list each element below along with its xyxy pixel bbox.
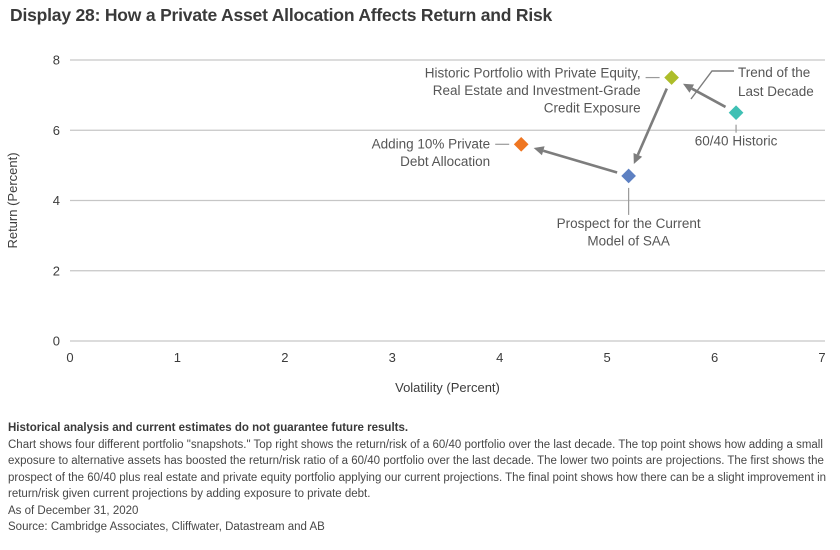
y-tick-label: 6 — [53, 123, 60, 138]
trend-arrow-head — [533, 146, 545, 156]
point-label: 60/40 Historic — [695, 134, 778, 149]
callout-label: Last Decade — [738, 84, 814, 99]
data-point-prospect-current-saa — [617, 165, 640, 187]
page-title: Display 28: How a Private Asset Allocati… — [10, 5, 553, 25]
x-tick-label: 3 — [389, 350, 396, 365]
data-point-historic-private-portfolio — [660, 66, 683, 89]
point-label: Debt Allocation — [400, 154, 490, 169]
x-tick-label: 1 — [174, 350, 181, 365]
trend-arrow-shaft — [542, 149, 618, 174]
callout-leader-line — [690, 70, 734, 100]
point-label: Historic Portfolio with Private Equity, — [425, 66, 641, 81]
footnotes: Historical analysis and current estimate… — [8, 420, 835, 536]
x-tick-label: 2 — [281, 350, 288, 365]
y-axis-title: Return (Percent) — [5, 152, 20, 248]
trend-arrow-head — [683, 83, 695, 93]
point-label: Credit Exposure — [544, 101, 641, 116]
point-label: Real Estate and Investment-Grade — [433, 83, 641, 98]
y-tick-label: 0 — [53, 334, 60, 349]
y-tick-label: 4 — [53, 193, 60, 208]
point-label: Adding 10% Private — [372, 136, 491, 151]
x-tick-label: 0 — [66, 350, 73, 365]
point-label: Model of SAA — [587, 233, 670, 248]
data-point-60-40-historic — [725, 101, 747, 124]
callout-label: Trend of the — [738, 65, 810, 80]
y-tick-label: 8 — [53, 53, 60, 68]
source-line: Source: Cambridge Associates, Cliffwater… — [8, 521, 325, 533]
x-axis-title: Volatility (Percent) — [395, 380, 500, 395]
x-tick-label: 4 — [496, 350, 503, 365]
scatter-chart: 0 2 4 6 8 0 1 2 3 4 5 6 7 Volatility (Percent) Return … — [5, 53, 826, 396]
x-tick-label: 7 — [818, 350, 825, 365]
x-tick-label: 5 — [604, 350, 611, 365]
chart-canvas: 0 2 4 6 8 0 1 2 3 4 5 6 7 Volatility (Percent) Return … — [5, 53, 826, 396]
trend-arrow-shaft — [636, 88, 668, 156]
trend-arrow-shaft — [691, 87, 727, 109]
data-point-adding-private-debt — [510, 133, 532, 155]
x-tick-label: 6 — [711, 350, 718, 365]
y-tick-label: 2 — [53, 263, 60, 278]
point-label: Prospect for the Current — [557, 216, 701, 231]
as-of-date: As of December 31, 2020 — [8, 504, 139, 517]
disclaimer-text: Historical analysis and current estimate… — [8, 422, 409, 434]
trend-arrow-head — [633, 152, 643, 164]
chart-description-text: Chart shows four different portfolio "sn… — [8, 438, 827, 501]
